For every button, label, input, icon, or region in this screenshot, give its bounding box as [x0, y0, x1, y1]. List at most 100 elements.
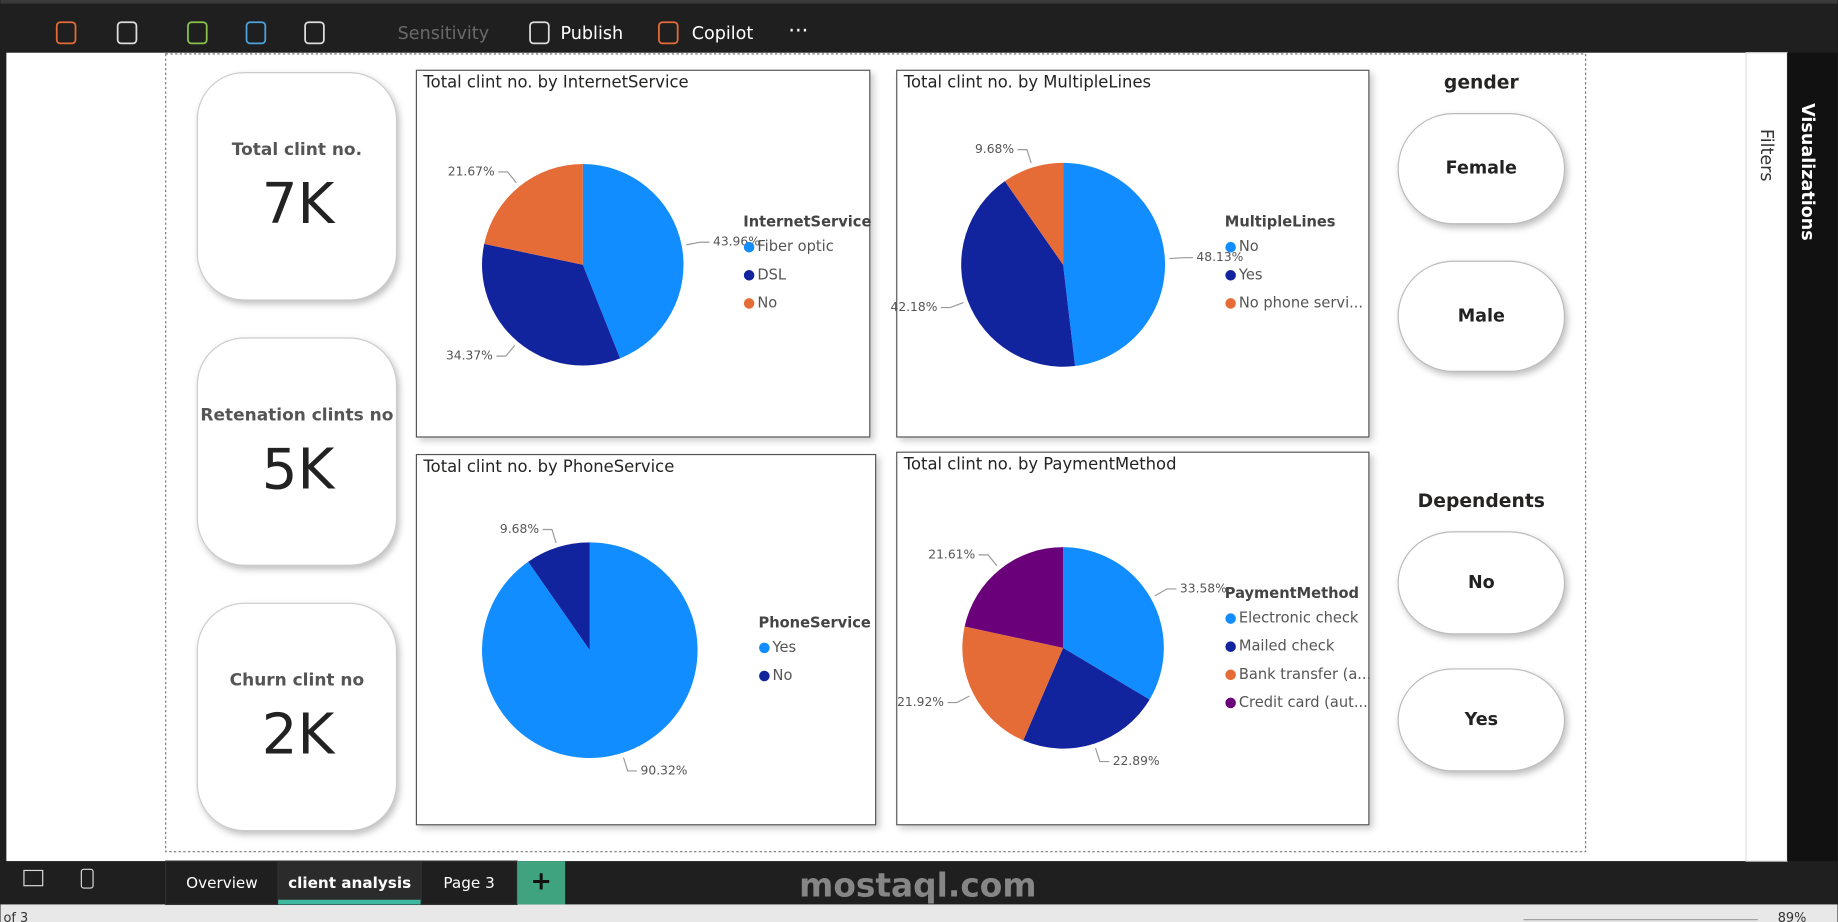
legend-marker	[759, 642, 770, 654]
visual-title: Total clint no. by PhoneService	[422, 457, 674, 476]
page-indicator: 2 of 3	[0, 911, 28, 922]
zoom-level: 89%	[1778, 911, 1807, 922]
kpi-value: 5K	[262, 437, 337, 502]
kpi-value: 7K	[262, 172, 337, 237]
data-label: 22.89%	[1113, 754, 1160, 768]
leader-line	[940, 302, 964, 309]
data-label: 9.68%	[975, 142, 1014, 156]
visual-title: Total clint no. by PaymentMethod	[903, 455, 1177, 474]
legend-marker	[1225, 697, 1236, 709]
slicer-title: Dependents	[1418, 491, 1545, 512]
kpi-card	[196, 337, 398, 566]
leader-line	[947, 695, 970, 704]
page-tab[interactable]	[165, 860, 279, 906]
legend-label: Mailed check	[1239, 638, 1335, 655]
toolbar-icon[interactable]	[116, 21, 138, 45]
legend-marker	[1225, 613, 1236, 624]
page-border	[165, 53, 1587, 853]
data-label: 21.61%	[928, 547, 975, 561]
kpi-label: Retenation clints no	[200, 405, 393, 425]
data-label: 33.58%	[1180, 581, 1227, 595]
slicer-button[interactable]	[1397, 260, 1566, 372]
pie-slice	[528, 542, 590, 651]
view-toggle[interactable]	[80, 868, 94, 889]
legend-marker	[1225, 298, 1236, 309]
data-label: 42.18%	[891, 300, 938, 314]
filters-label[interactable]: Filters	[1756, 129, 1776, 182]
toolbar-icon[interactable]	[187, 21, 208, 45]
slicer-button[interactable]	[1397, 113, 1566, 225]
toolbar-icon[interactable]	[529, 21, 550, 45]
status-bar	[0, 904, 1838, 922]
filters-pane[interactable]	[1745, 52, 1788, 862]
pie-slice	[482, 243, 621, 366]
legend-marker	[743, 270, 755, 281]
page-tab-label[interactable]: Overview	[186, 874, 258, 892]
toolbar-more[interactable]: ···	[788, 18, 808, 43]
leader-line	[622, 757, 638, 772]
slicer-option[interactable]: Yes	[1464, 710, 1498, 730]
pie-slice	[961, 181, 1076, 367]
legend-label: Electronic check	[1239, 610, 1359, 627]
slicer-option[interactable]: Male	[1458, 306, 1505, 326]
visualizations-pane[interactable]	[1787, 52, 1838, 862]
legend-label: No phone servi...	[1239, 294, 1363, 311]
pie-slice	[962, 626, 1064, 741]
page-tab[interactable]	[420, 860, 518, 906]
kpi-label: Total clint no.	[232, 140, 362, 160]
legend-marker	[1225, 641, 1236, 652]
legend-marker	[759, 670, 770, 682]
pie-slice	[1004, 162, 1064, 265]
data-label: 34.37%	[446, 349, 493, 363]
slicer-option[interactable]: No	[1468, 573, 1495, 593]
pie-slice	[484, 164, 583, 265]
kpi-card	[196, 602, 398, 832]
top-strip	[0, 0, 1838, 4]
slicer-option[interactable]: Female	[1446, 159, 1517, 179]
data-label: 21.67%	[448, 164, 495, 178]
data-label: 48.13%	[1196, 250, 1243, 264]
kpi-card	[196, 72, 398, 301]
page-tab-label[interactable]: client analysis	[288, 874, 411, 892]
legend-label: No	[1239, 238, 1259, 255]
slicer-button[interactable]	[1397, 531, 1566, 635]
add-page-button[interactable]	[517, 861, 566, 905]
toolbar-sensitivity[interactable]: Sensitivity	[398, 24, 489, 44]
leader-line	[686, 241, 710, 246]
legend-label: No	[757, 294, 777, 311]
slicer-title: gender	[1444, 73, 1520, 94]
visualizations-label[interactable]: Visualizations	[1797, 103, 1817, 241]
toolbar-publish[interactable]: Publish	[561, 24, 624, 44]
toolbar-icon[interactable]	[304, 21, 325, 45]
data-label: 90.32%	[641, 763, 688, 777]
legend-label: Yes	[1238, 266, 1263, 283]
kpi-value: 2K	[262, 703, 337, 768]
add-page-label[interactable]: +	[530, 867, 552, 897]
legend-marker	[743, 241, 755, 253]
legend-title: PhoneService	[758, 614, 870, 631]
legend-label: No	[773, 667, 793, 684]
slicer-button[interactable]	[1397, 668, 1566, 772]
legend-marker	[1225, 669, 1236, 681]
legend-label: Credit card (aut...	[1239, 694, 1368, 711]
toolbar-icon[interactable]	[245, 21, 267, 45]
toolbar-icon[interactable]	[55, 21, 77, 45]
toolbar-copilot[interactable]: Copilot	[692, 24, 754, 44]
data-label: 9.68%	[500, 522, 539, 536]
leader-line	[1094, 748, 1110, 763]
pie-slice	[1063, 547, 1164, 700]
leader-line	[1017, 149, 1032, 164]
pie-slice	[582, 164, 684, 359]
legend-marker	[743, 298, 755, 309]
pie-slice	[1063, 162, 1166, 366]
legend-label: Bank transfer (a...	[1239, 666, 1371, 683]
page-tab-label[interactable]: Page 3	[443, 874, 494, 892]
legend-label: DSL	[757, 266, 787, 283]
watermark: mostaql.com	[799, 866, 1036, 904]
legend-marker	[1225, 241, 1236, 253]
leader-line	[1169, 257, 1193, 260]
toolbar-icon[interactable]	[658, 21, 679, 45]
view-toggle[interactable]	[23, 869, 44, 887]
